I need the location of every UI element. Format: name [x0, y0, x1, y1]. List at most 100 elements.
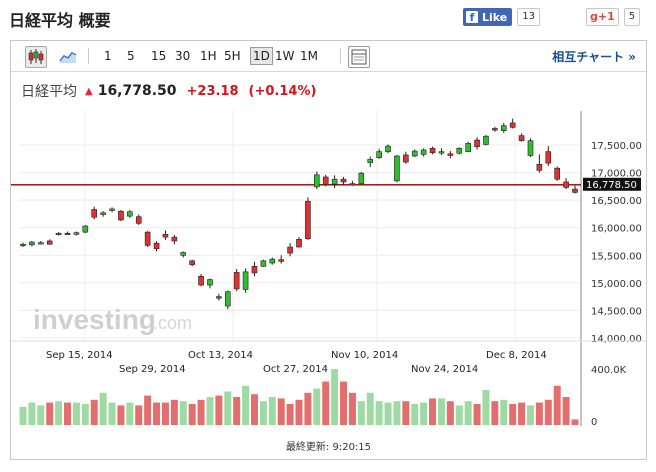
volume-bar	[268, 397, 276, 425]
candle-body	[492, 128, 498, 131]
facebook-like-button[interactable]: f Like	[463, 8, 513, 26]
y-tick-label: 17,500.00	[591, 141, 642, 152]
current-price-tag	[583, 177, 641, 191]
page-title: 日経平均 概要	[9, 11, 111, 30]
y-tick-label: 15,000.00	[591, 279, 642, 290]
range-button-5h[interactable]: 5H	[224, 49, 241, 63]
candle-body	[73, 232, 80, 235]
volume-bar	[295, 399, 303, 425]
candle-body	[305, 200, 311, 240]
range-button-1m[interactable]: 1M	[300, 49, 318, 63]
facebook-like[interactable]: f Like 13	[463, 8, 540, 26]
chart-widget: 1 5 15 30 1H 5H 1D 1W 1M 相互チャート » 日経平均 ▲ 16,778.…	[10, 40, 647, 460]
range-button-1d[interactable]: 1D	[250, 47, 273, 65]
volume-bar	[197, 399, 205, 425]
candle-body	[376, 151, 382, 158]
volume-bar	[340, 381, 348, 425]
volume-bar	[509, 404, 517, 425]
candle-body	[153, 242, 160, 249]
volume-bar	[393, 401, 401, 425]
volume-bar	[179, 401, 187, 425]
volume-bar	[429, 398, 437, 425]
candle-body	[82, 225, 89, 233]
volume-bar	[233, 397, 241, 425]
candle-body	[483, 135, 489, 145]
range-button-1h[interactable]: 1H	[200, 49, 217, 63]
x-axis-label: Sep 29, 2014	[119, 364, 186, 375]
volume-bar	[99, 392, 107, 425]
candle-body	[509, 122, 516, 128]
candle-body	[545, 151, 552, 164]
candle-body	[456, 148, 463, 154]
y-tick-label: 15,500.00	[591, 251, 642, 262]
candle-body	[518, 135, 525, 141]
range-button-1[interactable]: 1	[104, 49, 112, 63]
candle-body	[500, 125, 507, 131]
x-axis-label: Oct 13, 2014	[188, 350, 253, 361]
candle-body	[278, 259, 284, 262]
volume-bar	[28, 402, 36, 425]
y-tick-label: 16,500.00	[591, 196, 642, 207]
candle-body	[64, 232, 71, 236]
volume-tick-label: 400.0K	[591, 365, 627, 376]
volume-bar	[482, 390, 490, 425]
volume-bar	[535, 402, 543, 425]
candle-body	[563, 181, 569, 188]
volume-tick-label: 0	[591, 417, 597, 428]
facebook-like-count: 13	[517, 8, 540, 26]
watermark-suffix: .com	[153, 313, 192, 333]
candlestick-icon[interactable]	[25, 46, 47, 68]
volume-bar	[72, 402, 80, 425]
candle-body	[144, 231, 151, 246]
toolbar-divider	[88, 48, 89, 64]
table-icon[interactable]	[348, 46, 370, 68]
candle-body	[322, 176, 329, 186]
volume-bar	[366, 392, 374, 425]
range-button-1w[interactable]: 1W	[275, 49, 295, 63]
facebook-icon: f	[466, 11, 478, 24]
volume-bar	[331, 369, 339, 425]
range-button-5[interactable]: 5	[127, 49, 135, 63]
candle-body	[251, 266, 258, 274]
volume-bar	[55, 401, 63, 425]
candle-body	[224, 291, 231, 307]
candle-body	[385, 145, 391, 152]
volume-bar	[518, 402, 526, 425]
volume-bar	[170, 399, 178, 425]
y-tick-label: 17,000.00	[591, 169, 642, 180]
candle-body	[296, 238, 302, 248]
volume-bar	[19, 406, 27, 425]
y-tick-label: 16,000.00	[591, 224, 642, 235]
volume-bar	[464, 401, 472, 425]
last-price: 16,778.50	[97, 83, 177, 99]
google-plus-button[interactable]: g+1	[586, 8, 619, 26]
candle-body	[394, 155, 400, 182]
line-chart-icon[interactable]	[57, 46, 79, 68]
candle-body	[314, 174, 320, 188]
y-tick-label: 14,500.00	[591, 306, 642, 317]
volume-bar	[553, 385, 561, 425]
candle-body	[242, 271, 249, 290]
volume-bar	[188, 404, 196, 425]
compare-chart-link[interactable]: 相互チャート »	[552, 50, 636, 64]
range-button-15[interactable]: 15	[151, 49, 167, 63]
volume-bar	[259, 401, 267, 425]
candle-body	[233, 272, 240, 290]
candle-body	[447, 153, 454, 156]
range-button-30[interactable]: 30	[175, 49, 191, 63]
candle-body	[340, 178, 347, 183]
volume-bar	[117, 405, 125, 425]
volume-bar	[473, 404, 481, 425]
chart-toolbar: 1 5 15 30 1H 5H 1D 1W 1M 相互チャート »	[11, 41, 646, 72]
candle-body	[20, 243, 26, 247]
candle-body	[411, 150, 418, 157]
google-plus-share[interactable]: g+1 5	[586, 8, 641, 26]
candle-body	[465, 143, 471, 152]
toolbar-divider	[340, 48, 341, 64]
volume-bar	[37, 405, 45, 425]
volume-bar	[277, 398, 285, 425]
instrument-name: 日経平均	[21, 84, 77, 100]
volume-bar	[161, 402, 169, 425]
volume-bar	[420, 402, 428, 425]
price-chart[interactable]: 17,500.00 17,000.00 16,500.00 16,000.00 15,5…	[11, 41, 646, 459]
